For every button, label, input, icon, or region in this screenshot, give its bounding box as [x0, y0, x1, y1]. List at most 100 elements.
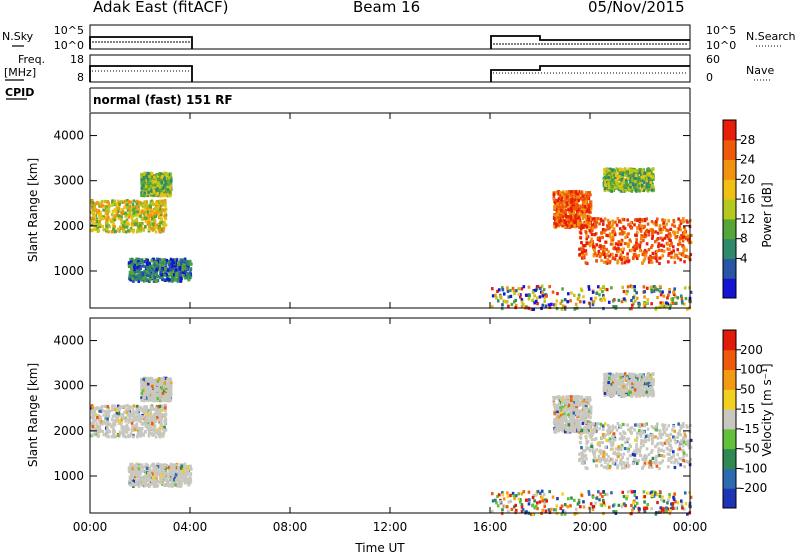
power-cell: [143, 187, 147, 191]
power-cell: [531, 298, 535, 302]
power-cell: [609, 171, 613, 175]
power-cell: [580, 210, 584, 214]
power-cell: [635, 291, 638, 295]
power-cell: [636, 181, 640, 185]
power-cell: [602, 260, 606, 264]
power-cell: [573, 195, 577, 200]
power-cell: [585, 241, 589, 245]
velocity-cell: [135, 409, 139, 414]
power-cell: [143, 179, 147, 183]
power-cell: [667, 252, 671, 256]
power-cell: [612, 175, 615, 179]
velocity-cell: [150, 398, 154, 402]
power-cell: [622, 180, 625, 184]
power-cell: [155, 173, 158, 177]
power-cell: [648, 255, 652, 260]
power-cell: [582, 256, 585, 260]
velocity-cell: [169, 386, 173, 390]
power-cell: [575, 202, 578, 207]
power-cell: [574, 190, 578, 194]
power-cell: [160, 185, 163, 189]
power-cell: [151, 186, 155, 190]
nsky-label: N.Sky: [2, 30, 34, 43]
power-cell: [594, 252, 597, 256]
velocity-cell: [140, 422, 144, 426]
power-cell: [652, 289, 656, 293]
power-cell: [638, 243, 642, 247]
power-cell: [569, 193, 573, 197]
velocity-cell: [107, 410, 111, 414]
power-cell: [135, 217, 139, 221]
velocity-cell: [178, 472, 182, 476]
power-cell: [670, 243, 673, 247]
velocity-cell: [90, 415, 94, 419]
power-cell: [582, 222, 586, 226]
power-cell: [138, 277, 142, 281]
power-cell: [633, 288, 637, 293]
power-cell: [624, 188, 628, 193]
power-cell: [140, 181, 144, 185]
power-cell: [645, 217, 649, 221]
velocity-cell: [185, 465, 188, 469]
power-cell: [148, 193, 151, 197]
velocity-cell: [140, 386, 144, 390]
power-cell: [669, 227, 673, 231]
power-cell: [165, 188, 168, 192]
power-cell: [154, 207, 157, 211]
velocity-cell: [140, 377, 143, 382]
power-cell: [152, 271, 155, 276]
velocity-cell: [135, 435, 139, 439]
power-cell: [622, 247, 626, 251]
power-cell: [124, 204, 128, 208]
power-cell: [588, 221, 592, 225]
power-cell: [145, 178, 148, 183]
power-cell: [642, 225, 646, 229]
power-cell: [612, 177, 616, 182]
power-cell: [584, 261, 588, 265]
velocity-cell: [157, 418, 161, 422]
velocity-cell: [137, 464, 140, 469]
power-cell: [101, 224, 105, 229]
power-cell: [628, 177, 632, 181]
power-cell: [140, 178, 143, 183]
velocity-cell: [142, 415, 145, 419]
power-cell: [169, 176, 173, 180]
velocity-cell: [151, 391, 155, 395]
velocity-cell: [153, 385, 157, 389]
power-cell: [674, 235, 678, 239]
power-cell: [127, 215, 131, 219]
power-cell: [607, 227, 610, 231]
velocity-cell: [154, 430, 158, 435]
velocity-cell: [159, 416, 163, 420]
power-cell: [155, 272, 158, 276]
velocity-cell: [161, 406, 165, 411]
power-cell: [654, 240, 657, 244]
power-cell: [150, 259, 154, 263]
power-cell: [132, 199, 136, 203]
power-cell: [166, 173, 169, 177]
power-cell: [682, 217, 685, 221]
power-cell: [667, 260, 670, 264]
velocity-cell: [167, 381, 171, 385]
power-cell: [616, 261, 619, 265]
velocity-cell: [145, 483, 149, 487]
power-cell: [538, 286, 542, 290]
beam-label: Beam 16: [353, 0, 421, 16]
power-cell: [179, 279, 183, 283]
power-cell: [149, 182, 152, 186]
power-cell: [646, 297, 649, 302]
power-cell: [623, 297, 626, 301]
power-cell: [594, 232, 598, 236]
power-cell: [520, 298, 524, 302]
power-cell: [564, 204, 568, 209]
power-cell: [164, 201, 167, 205]
power-cell: [155, 279, 159, 283]
power-cell: [166, 192, 170, 196]
power-cell: [640, 183, 644, 187]
power-cell: [579, 225, 583, 229]
power-cell: [620, 257, 623, 262]
power-cell: [98, 223, 102, 227]
velocity-cell: [157, 394, 161, 398]
velocity-cell: [94, 407, 98, 411]
velocity-cell: [142, 383, 145, 387]
